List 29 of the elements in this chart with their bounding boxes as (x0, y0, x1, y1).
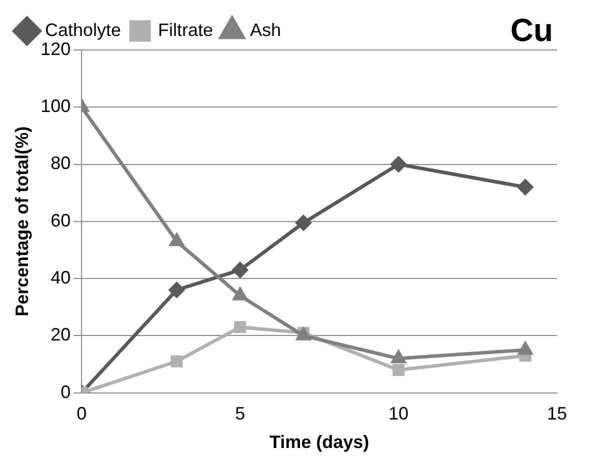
y-tick-label: 80 (50, 153, 71, 174)
y-tick-label: 60 (50, 210, 71, 230)
x-tick-label: 5 (235, 404, 246, 424)
y-tick-label: 120 (40, 38, 71, 59)
x-tick-label: 15 (546, 404, 568, 424)
y-tick-label: 100 (40, 96, 71, 116)
point (170, 355, 183, 368)
y-tick-label: 40 (50, 268, 71, 288)
point (518, 342, 532, 355)
point (232, 262, 248, 278)
point (233, 288, 248, 300)
legend-label: Catholyte (45, 20, 122, 40)
point (390, 156, 406, 172)
point (392, 364, 405, 376)
y-axis-title: Percentage of total(%) (12, 126, 32, 316)
text: Cu (510, 12, 553, 48)
point (392, 350, 406, 364)
point (296, 215, 312, 231)
y-tick-label: 20 (50, 324, 71, 345)
y-tick-label: 0 (60, 382, 71, 402)
point (518, 179, 534, 195)
x-axis-title: Time (days) (269, 432, 370, 452)
x-tick-label: 0 (76, 404, 87, 424)
point (234, 321, 246, 334)
point (170, 234, 184, 246)
legend-label: Filtrate (158, 20, 214, 40)
legend-label: Ash (250, 20, 282, 40)
point (168, 282, 184, 298)
x-tick-label: 10 (388, 404, 409, 424)
